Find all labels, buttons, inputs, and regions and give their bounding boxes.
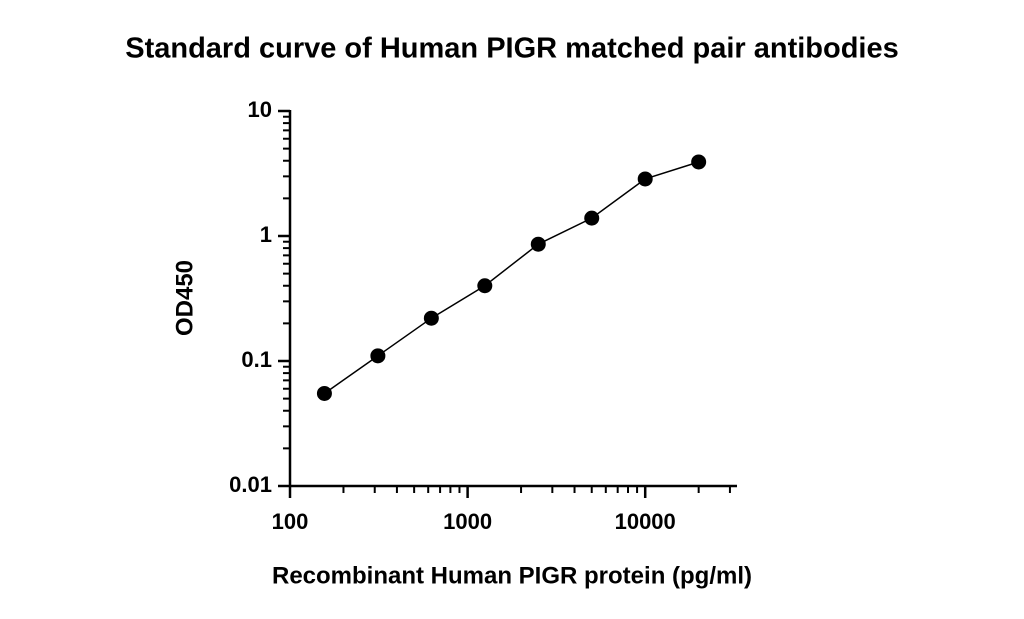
- data-point: [637, 171, 653, 187]
- data-point: [316, 385, 332, 401]
- data-point: [530, 236, 546, 252]
- data-point: [423, 310, 439, 326]
- x-tick-label: 100: [272, 509, 309, 534]
- y-tick-label: 0.01: [229, 472, 272, 497]
- data-point: [584, 210, 600, 226]
- x-tick-label: 10000: [615, 509, 676, 534]
- y-axis-label: OD450: [171, 260, 198, 336]
- data-point: [477, 278, 493, 294]
- data-point: [370, 348, 386, 364]
- y-tick-label: 1: [260, 222, 272, 247]
- y-tick-label: 0.1: [241, 347, 272, 372]
- x-axis-label: Recombinant Human PIGR protein (pg/ml): [272, 562, 752, 589]
- data-point: [691, 154, 707, 170]
- fit-line: [323, 161, 699, 395]
- chart-title: Standard curve of Human PIGR matched pai…: [125, 33, 898, 65]
- x-tick-label: 1000: [443, 509, 492, 534]
- y-tick-label: 10: [248, 97, 272, 122]
